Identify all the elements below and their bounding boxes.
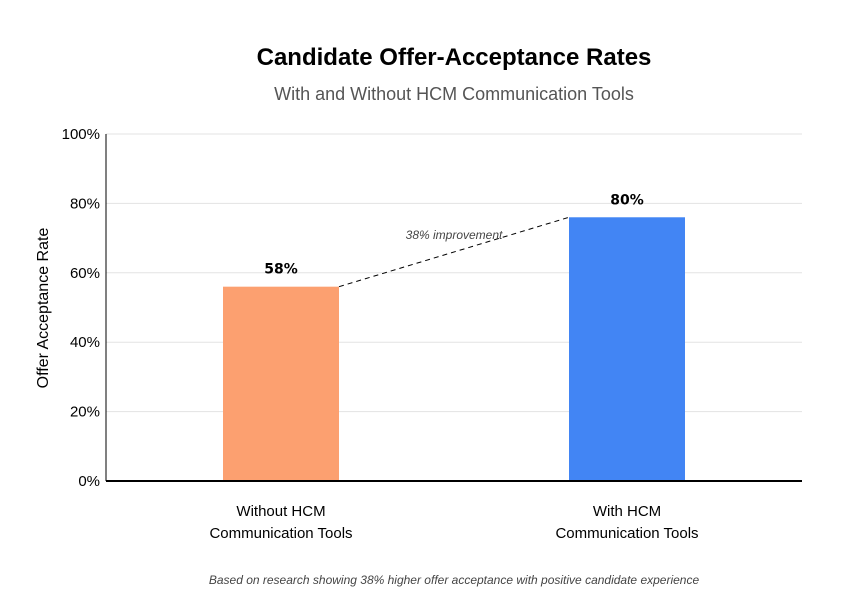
y-tick-label: 40% [70, 334, 100, 351]
improvement-annotation: 38% improvement [406, 228, 503, 242]
y-tick-label: 0% [78, 473, 100, 490]
y-tick-label: 20% [70, 404, 100, 421]
y-tick-label: 60% [70, 265, 100, 282]
bar-without-hcm [223, 286, 339, 481]
footnote: Based on research showing 38% higher off… [209, 573, 700, 587]
axes [105, 134, 802, 482]
x-category-label: With HCM Communication Tools [555, 503, 698, 542]
data-label: 58% [264, 262, 298, 278]
y-ticks: 0% 20% 40% 60% 80% 100% [62, 126, 100, 490]
gridlines [106, 133, 802, 413]
y-tick-label: 100% [62, 126, 100, 143]
chart-subtitle: With and Without HCM Communication Tools [274, 84, 634, 104]
bars [223, 217, 685, 481]
data-labels: 58% 80% [264, 192, 644, 277]
y-tick-label: 80% [70, 195, 100, 212]
chart-title: Candidate Offer-Acceptance Rates [257, 44, 652, 71]
y-axis-label: Offer Acceptance Rate [35, 228, 52, 389]
x-category-label: Without HCM Communication Tools [209, 503, 352, 542]
data-label: 80% [610, 192, 644, 208]
bar-with-hcm [569, 217, 685, 481]
x-categories: Without HCM Communication Tools With HCM Co… [209, 503, 698, 542]
improvement-connector [338, 216, 570, 288]
connector [338, 216, 570, 288]
